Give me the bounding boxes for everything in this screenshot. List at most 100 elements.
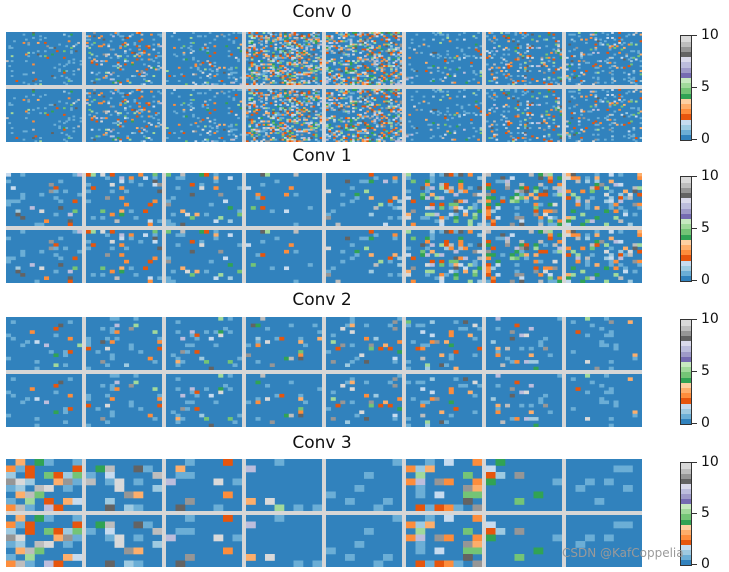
heatmap-pixel (594, 48, 598, 51)
heatmap-pixel (543, 95, 546, 98)
heatmap-pixel (531, 90, 534, 93)
heatmap-pixel (592, 90, 595, 93)
heatmap-pixel (552, 243, 558, 247)
heatmap-pixel (559, 113, 562, 116)
heatmap-pixel (634, 137, 638, 139)
heatmap-pixel (538, 259, 544, 264)
heatmap-pixel (625, 35, 629, 38)
heatmap-pixel (371, 70, 374, 73)
heatmap-pixel (100, 63, 103, 66)
heatmap-pixel (557, 222, 562, 226)
heatmap-pixel (152, 95, 156, 98)
heatmap-pixel (349, 400, 355, 405)
heatmap-pixel (547, 127, 551, 130)
heatmap-pixel (312, 71, 316, 74)
heatmap-pixel (604, 60, 607, 63)
heatmap-pixel (399, 61, 402, 64)
heatmap-pixel (632, 81, 636, 84)
heatmap-pixel (232, 98, 236, 101)
heatmap-pixel (519, 346, 525, 351)
heatmap-pixel (281, 100, 285, 103)
heatmap-pixel (166, 80, 169, 82)
heatmap-pixel (519, 276, 525, 280)
heatmap-pixel (375, 32, 379, 34)
heatmap-pixel (168, 75, 172, 78)
heatmap-pixel (502, 92, 506, 95)
heatmap-pixel (6, 554, 16, 561)
heatmap-pixel (274, 46, 278, 49)
heatmap-pixel (88, 51, 92, 54)
heatmap-pixel (425, 246, 431, 251)
heatmap-pixel (611, 127, 614, 130)
heatmap-pixel (274, 113, 278, 116)
heatmap-pixel (257, 35, 261, 38)
heatmap-pixel (100, 60, 103, 63)
heatmap-pixel (319, 107, 322, 110)
heatmap-pixel (347, 38, 351, 41)
heatmap-pixel (434, 90, 438, 93)
heatmap-pixel (425, 343, 431, 348)
heatmap-pixel (284, 90, 287, 93)
heatmap-pixel (86, 343, 92, 348)
heatmap-pixel (175, 320, 181, 324)
heatmap-pixel (432, 135, 435, 138)
heatmap-pixel (477, 266, 482, 271)
heatmap-pixel (114, 541, 125, 548)
heatmap-pixel (410, 209, 416, 214)
heatmap-pixel (255, 66, 259, 69)
heatmap-pixel (385, 100, 389, 103)
heatmap-pixel (519, 219, 525, 223)
heatmap-pixel (265, 75, 268, 78)
heatmap-pixel (552, 259, 558, 264)
heatmap-pixel (514, 206, 520, 210)
heatmap-pixel (337, 130, 341, 133)
heatmap-pixel (293, 56, 297, 59)
heatmap-pixel (472, 127, 476, 130)
heatmap-pixel (543, 118, 546, 121)
heatmap-pixel (328, 135, 332, 138)
heatmap-pixel (490, 137, 494, 139)
heatmap-pixel (131, 61, 134, 64)
heatmap-pixel (10, 60, 14, 63)
heatmap-pixel (373, 35, 377, 38)
heatmap-pixel (392, 377, 398, 381)
heatmap-pixel (298, 336, 304, 341)
heatmap-pixel (632, 356, 638, 361)
heatmap-pixel (105, 233, 111, 237)
heatmap-pixel (623, 66, 626, 69)
heatmap-pixel (265, 35, 268, 38)
heatmap-pixel (116, 55, 120, 58)
heatmap-pixel (594, 216, 600, 220)
heatmap-pixel (10, 393, 16, 398)
heatmap-pixel (53, 253, 59, 257)
heatmap-pixel (239, 83, 242, 85)
heatmap-pixel (109, 113, 113, 116)
heatmap-pixels (170, 317, 242, 370)
heatmap-pixel (330, 38, 334, 41)
heatmap-pixel (557, 45, 560, 48)
heatmap-pixel (604, 333, 610, 338)
heatmap-pixel (378, 140, 381, 142)
heatmap-pixel (135, 110, 139, 113)
heatmap-pixel (399, 120, 402, 123)
heatmap-pixel (568, 33, 572, 36)
heatmap-pixel (8, 103, 12, 106)
heatmap-pixel (303, 80, 306, 82)
heatmap-pixel (361, 83, 365, 85)
heatmap-pixel (86, 366, 92, 370)
heatmap-pixel (192, 115, 195, 118)
heatmap-pixel (93, 89, 96, 91)
heatmap-pixel (269, 33, 273, 36)
heatmap-pixel (507, 105, 511, 108)
heatmap-pixel (15, 534, 26, 542)
heatmap-pixel (453, 269, 459, 274)
heatmap-pixel (58, 125, 61, 128)
heatmap-pixel (472, 92, 476, 95)
heatmap-pixel (307, 33, 311, 36)
heatmap-pixel (34, 485, 45, 492)
heatmap-pixel (347, 125, 351, 128)
heatmap-pixel (227, 130, 231, 133)
heatmap-pixel (383, 92, 386, 95)
heatmap-pixel (53, 363, 59, 367)
heatmap-pixel (340, 97, 343, 100)
